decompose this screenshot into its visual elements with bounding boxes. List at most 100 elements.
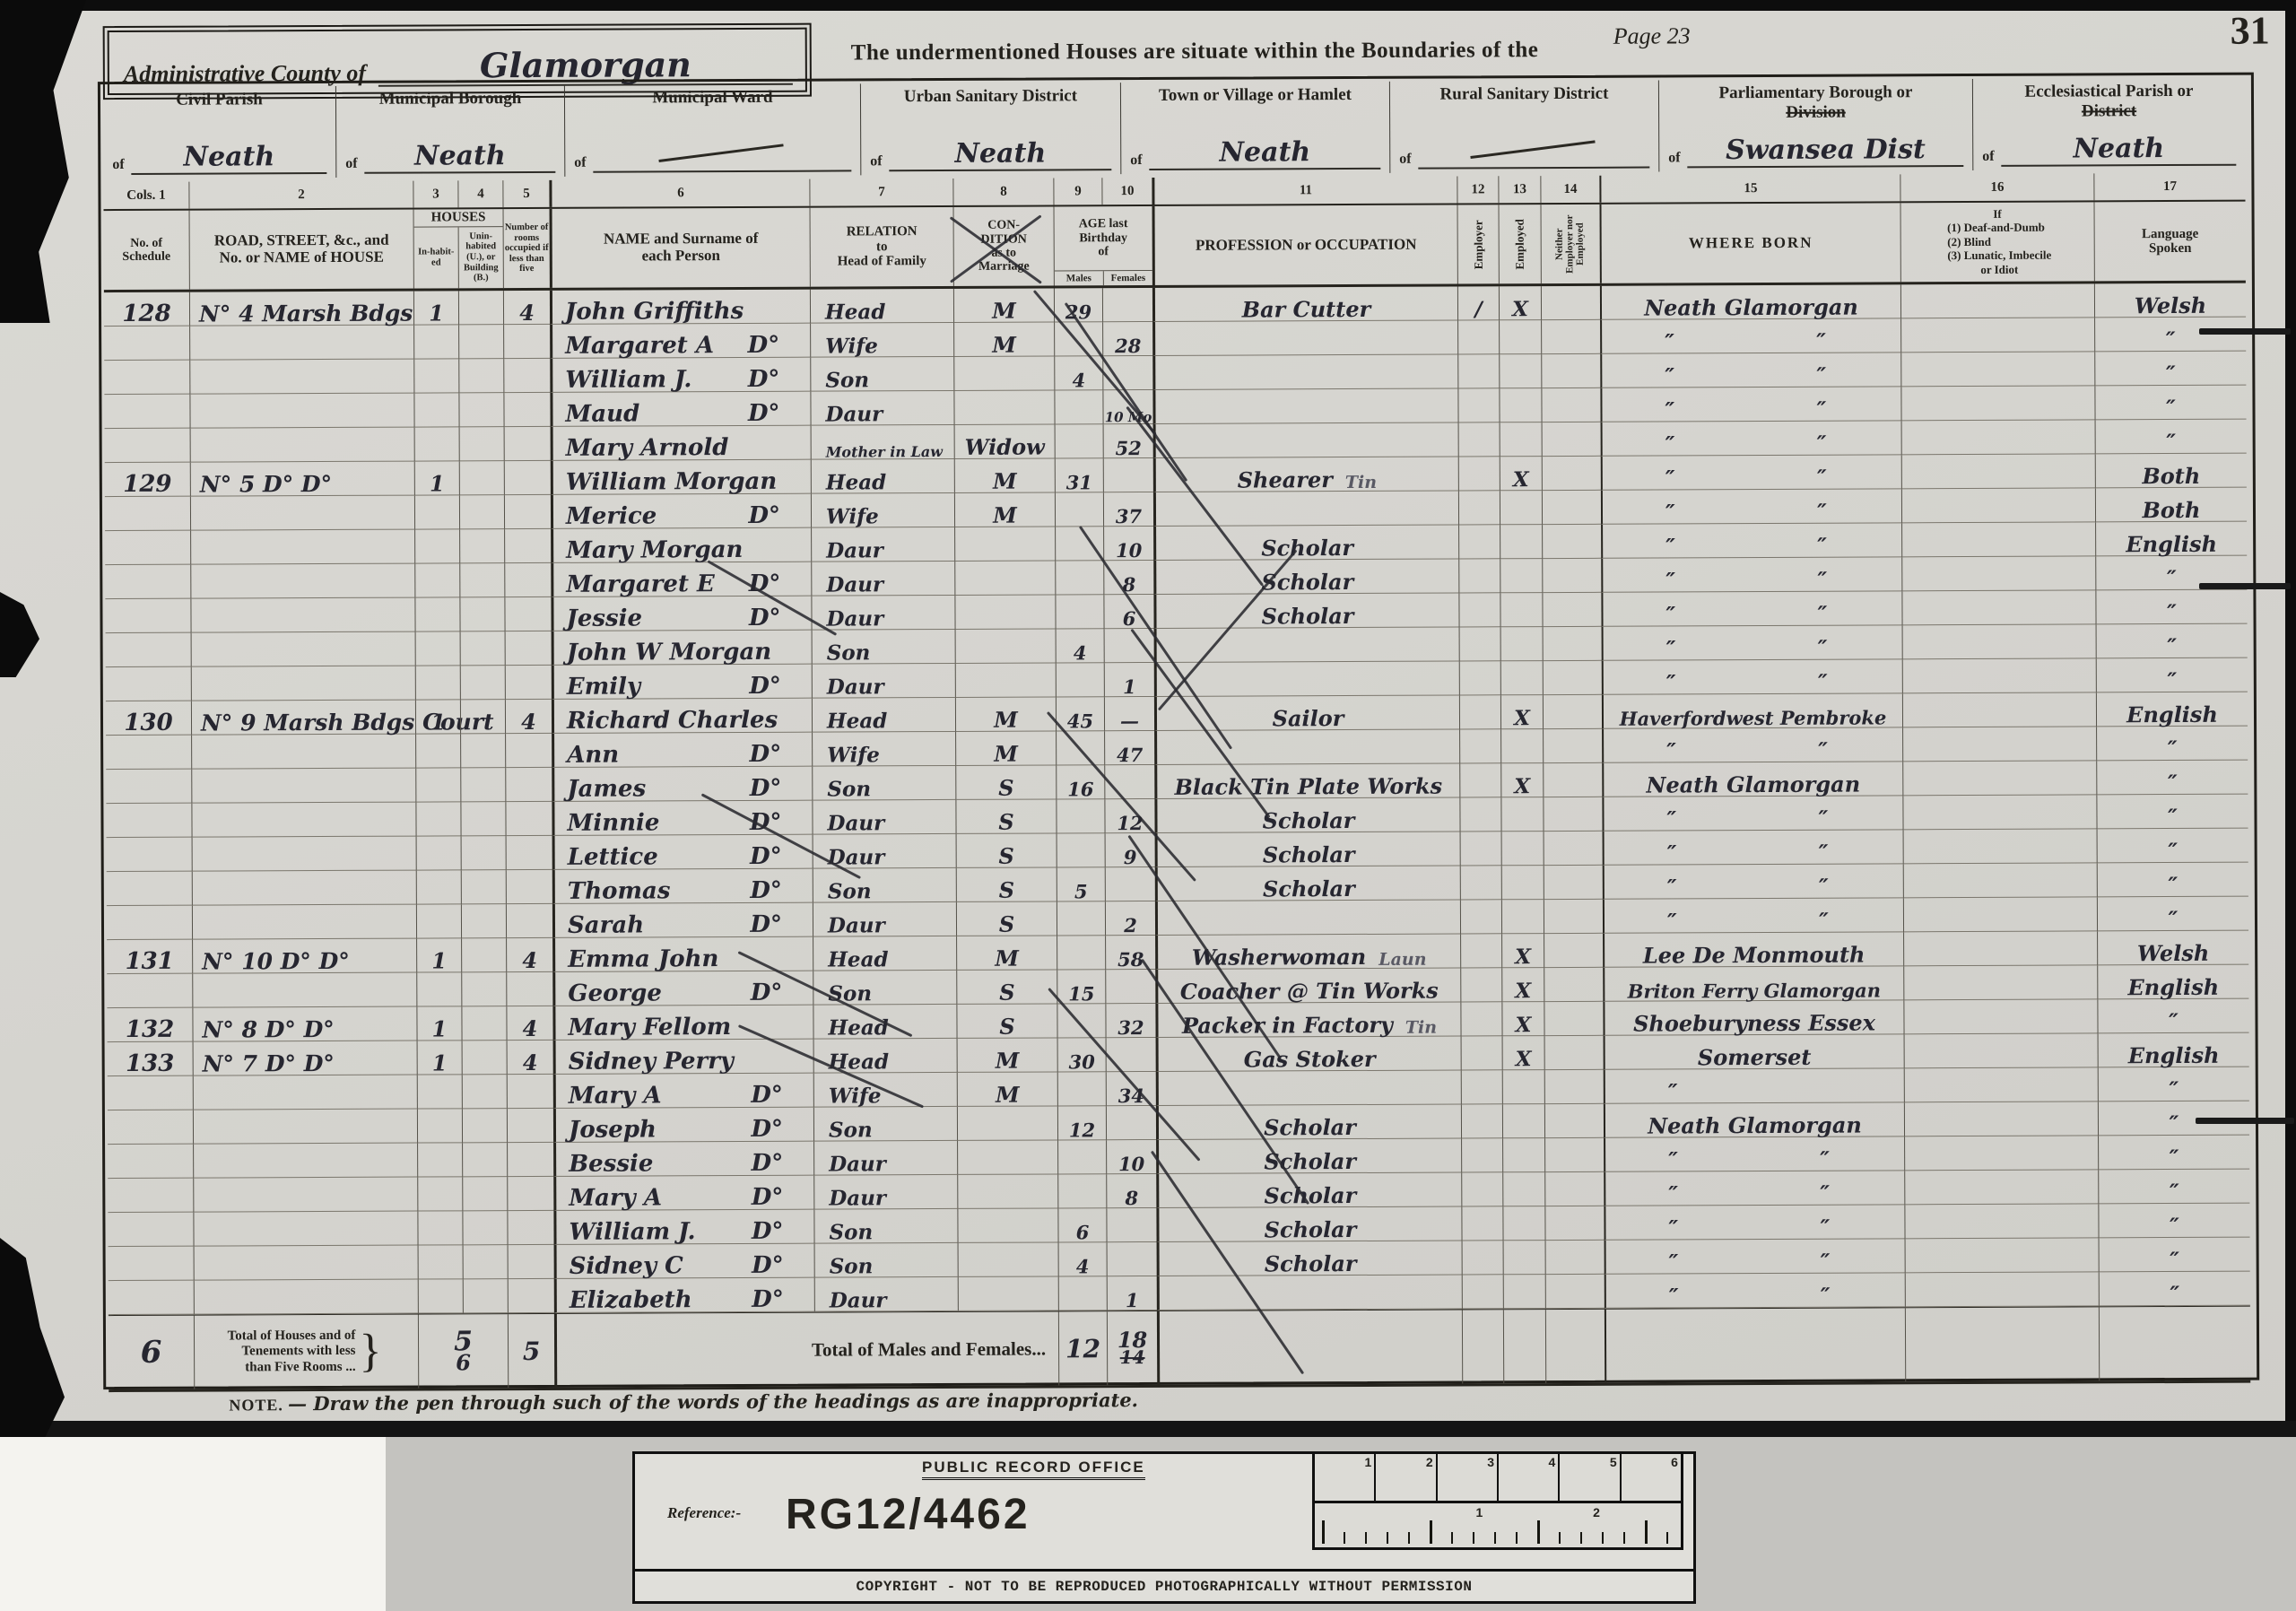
cell-infirmity (1903, 931, 2098, 967)
cell-language: ″ (2095, 657, 2248, 693)
header-name: NAME and Surname of each Person (549, 207, 810, 288)
cell-relation: Son (812, 867, 956, 904)
total-houses-label: Total of Houses and of Tenements with les… (193, 1314, 419, 1389)
cell-employer-mark (1460, 1002, 1502, 1037)
cell-where-born: ″ ″ (1601, 523, 1902, 560)
cell-occupation (1152, 388, 1458, 424)
cell-infirmity (1901, 556, 2096, 592)
cell-employed-mark (1501, 1104, 1545, 1139)
col-number: 15 (1599, 174, 1900, 203)
header-employed: Employed (1498, 205, 1541, 284)
cell-occupation (1156, 1275, 1462, 1311)
cell-condition: S (956, 970, 1057, 1006)
cell-name: Maud D° (550, 391, 811, 428)
cell-relation: Wife (810, 322, 954, 359)
cell-rooms (507, 1278, 554, 1314)
cell-relation: Head (810, 458, 954, 495)
folio-number: 31 (2230, 8, 2270, 53)
ruler-inch-label-2: 2 (1593, 1505, 1600, 1520)
cell-address (193, 1143, 418, 1179)
cell-rooms (506, 1074, 553, 1110)
cell-condition: S (955, 867, 1057, 903)
ruler-cm-cell: 6 (1671, 1455, 1678, 1469)
cell-schedule (104, 360, 190, 396)
cell-age-female: 10 (1106, 1139, 1157, 1175)
cell-schedule: 129 (104, 462, 190, 498)
district-label: Ecclesiastical Parish or District (2024, 81, 2194, 121)
cell-age-male: 5 (1056, 867, 1105, 902)
cell-condition: S (955, 901, 1057, 937)
cell-neither-mark (1544, 967, 1604, 1003)
cell-name: Sidney C D° (553, 1243, 814, 1280)
cell-schedule (105, 564, 191, 600)
cell-schedule (106, 735, 192, 771)
cell-infirmity (1900, 386, 2095, 422)
totals-row: 6 Total of Houses and of Tenements with le… (108, 1305, 2251, 1393)
header-age: AGE last Birthday of Males Females (1053, 205, 1152, 286)
cell-inhabited (417, 1245, 463, 1280)
cell-infirmity (1900, 318, 2095, 353)
cell-age-female: 8 (1103, 560, 1154, 596)
cell-language: English (2097, 964, 2249, 1000)
cell-occupation (1154, 729, 1460, 765)
cell-employer-mark (1457, 457, 1500, 492)
cell-uninhabited (462, 1245, 508, 1280)
cell-neither-mark (1544, 1240, 1605, 1276)
cell-neither-mark (1540, 285, 1601, 321)
scan-bottom-edge (0, 1421, 2296, 1437)
cell-employed-mark (1499, 320, 1542, 355)
cell-employer-mark (1459, 832, 1501, 866)
footnote-text: — Draw the pen through such of the words… (288, 1389, 1139, 1415)
cell-infirmity (1900, 454, 2095, 490)
cell-employed-mark (1502, 1275, 1545, 1310)
district-value: Swansea Dist (1687, 134, 1964, 169)
cell-infirmity (1903, 1102, 2099, 1137)
cell-neither-mark (1542, 660, 1602, 696)
cell-name: Joseph D° (552, 1107, 814, 1144)
cell-employed-mark (1501, 1070, 1544, 1105)
cell-occupation: Scholar (1153, 525, 1459, 562)
cell-uninhabited (459, 631, 505, 666)
cell-neither-mark (1544, 933, 1604, 969)
cell-relation: Daur (810, 390, 954, 427)
cell-infirmity (1903, 999, 2098, 1035)
column-headers-row: No. of Schedule ROAD, STREET, &c., and No. … (103, 201, 2246, 293)
cell-schedule (104, 428, 190, 464)
cell-schedule: 128 (103, 292, 190, 327)
cell-occupation (1153, 661, 1459, 697)
cell-age-male: 31 (1054, 458, 1103, 493)
cell-neither-mark (1542, 694, 1603, 730)
cell-uninhabited (459, 563, 505, 598)
cell-employer-mark (1457, 388, 1500, 423)
cell-age-male (1057, 1276, 1107, 1311)
cell-condition: M (956, 1072, 1057, 1108)
cell-infirmity (1904, 1204, 2099, 1240)
cell-occupation: Bar Cutter (1152, 286, 1458, 323)
cell-address (190, 597, 415, 633)
cell-infirmity (1903, 965, 2098, 1001)
cell-rooms (504, 631, 552, 666)
cell-age-female (1105, 969, 1156, 1005)
cell-employer-mark (1460, 1070, 1502, 1105)
cell-schedule (107, 1110, 194, 1145)
district-value (1418, 137, 1650, 170)
cell-where-born: ″ ″ (1600, 353, 1901, 389)
cell-infirmity (1902, 829, 2097, 865)
col-number: 3 (413, 180, 458, 208)
cell-relation: Son (811, 629, 955, 666)
district-value (593, 141, 852, 173)
col-number: 9 (1053, 178, 1102, 205)
cell-employed-mark (1502, 1206, 1545, 1241)
district-box: Municipal Borough of Neath (335, 84, 566, 178)
cell-language: Both (2094, 453, 2247, 489)
district-value: Neath (131, 141, 327, 175)
cell-condition: M (953, 322, 1055, 358)
cell-neither-mark (1543, 797, 1603, 832)
cell-rooms: 4 (506, 1006, 553, 1041)
cell-address (191, 802, 416, 838)
footnote-label: NOTE. (229, 1396, 283, 1415)
cell-schedule: 130 (105, 701, 192, 736)
cell-schedule (108, 1178, 194, 1214)
cell-age-male (1056, 799, 1105, 834)
cell-relation: Son (810, 356, 954, 393)
